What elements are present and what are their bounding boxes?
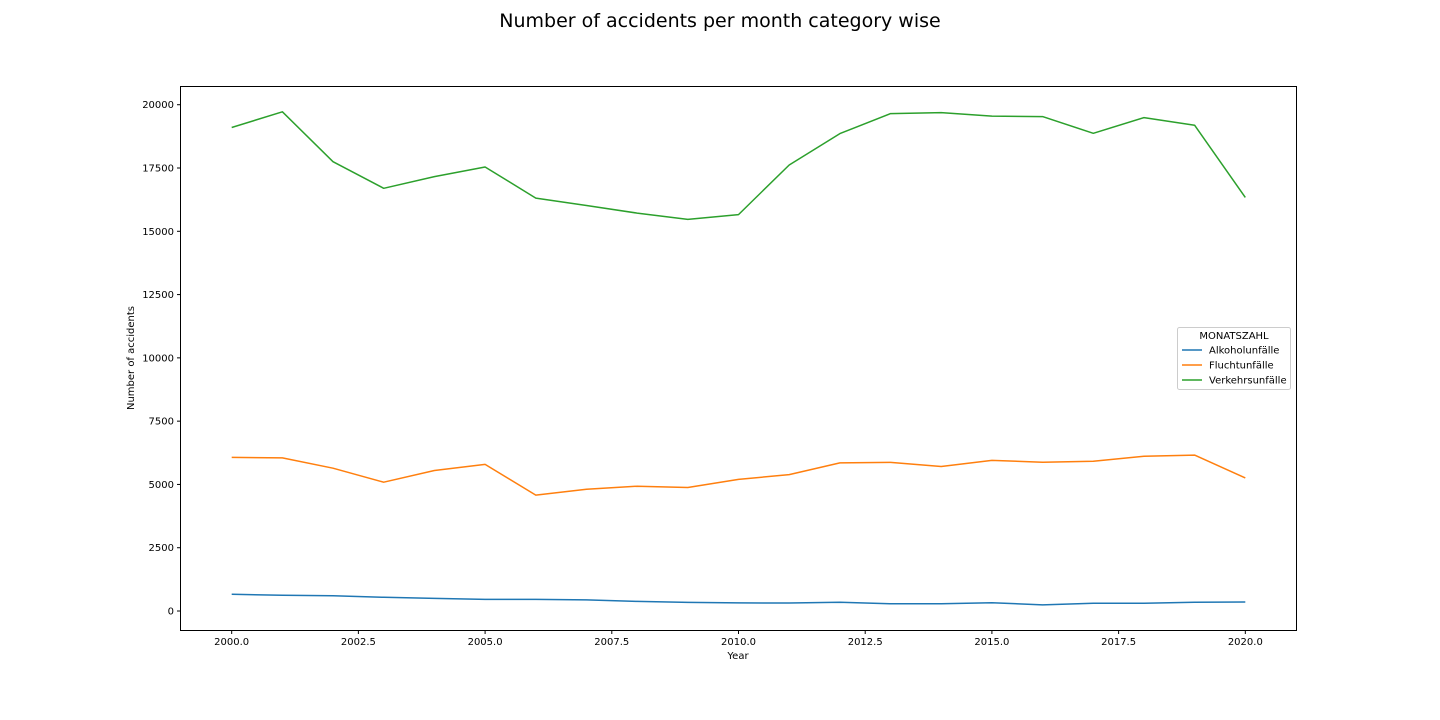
x-tick-label: 2012.5 xyxy=(848,637,883,648)
y-tick-label: 17500 xyxy=(142,164,174,175)
series-layer xyxy=(231,111,1246,606)
series-line-alkoholunf-lle xyxy=(231,593,1246,606)
y-tick-label: 12500 xyxy=(142,290,174,301)
x-tick-label: 2017.5 xyxy=(1101,637,1136,648)
y-tick-label: 20000 xyxy=(142,100,174,111)
y-tick-label: 7500 xyxy=(149,417,174,428)
series-line-fluchtunf-lle xyxy=(231,454,1246,496)
x-tick-label: 2007.5 xyxy=(594,637,629,648)
chart-title: Number of accidents per month category w… xyxy=(499,10,941,32)
plot-area-frame xyxy=(180,86,1297,631)
x-axis: 2000.0 2002.5 2005.0 2007.5 2010.0 2012.5 2015… xyxy=(214,630,1263,648)
x-tick-label: 2002.5 xyxy=(341,637,376,648)
y-tick-label: 5000 xyxy=(149,480,174,491)
y-tick-label: 15000 xyxy=(142,227,174,238)
y-tick-label: 0 xyxy=(168,607,174,618)
x-tick-label: 2000.0 xyxy=(214,637,249,648)
legend-entry-label: Verkehrsunfälle xyxy=(1209,376,1287,387)
x-tick-label: 2010.0 xyxy=(721,637,756,648)
y-tick-label: 2500 xyxy=(149,543,174,554)
y-axis: 0 2500 5000 7500 10000 12500 15000 17500 20000 xyxy=(142,100,181,618)
series-line-verkehrsunf-lle xyxy=(231,111,1246,221)
legend-entry-label: Alkoholunfälle xyxy=(1209,346,1279,357)
x-axis-label: Year xyxy=(726,651,749,662)
legend-box xyxy=(1177,327,1291,390)
y-tick-label: 10000 xyxy=(142,353,174,364)
legend-entry-label: Fluchtunfälle xyxy=(1209,361,1274,372)
legend: MONATSZAHL Alkoholunfälle Fluchtunfälle Ve… xyxy=(1177,327,1291,390)
y-axis-label: Number of accidents xyxy=(126,306,137,410)
x-tick-label: 2015.0 xyxy=(974,637,1009,648)
x-tick-label: 2005.0 xyxy=(468,637,503,648)
legend-title: MONATSZAHL xyxy=(1199,331,1269,342)
x-tick-label: 2020.0 xyxy=(1228,637,1263,648)
